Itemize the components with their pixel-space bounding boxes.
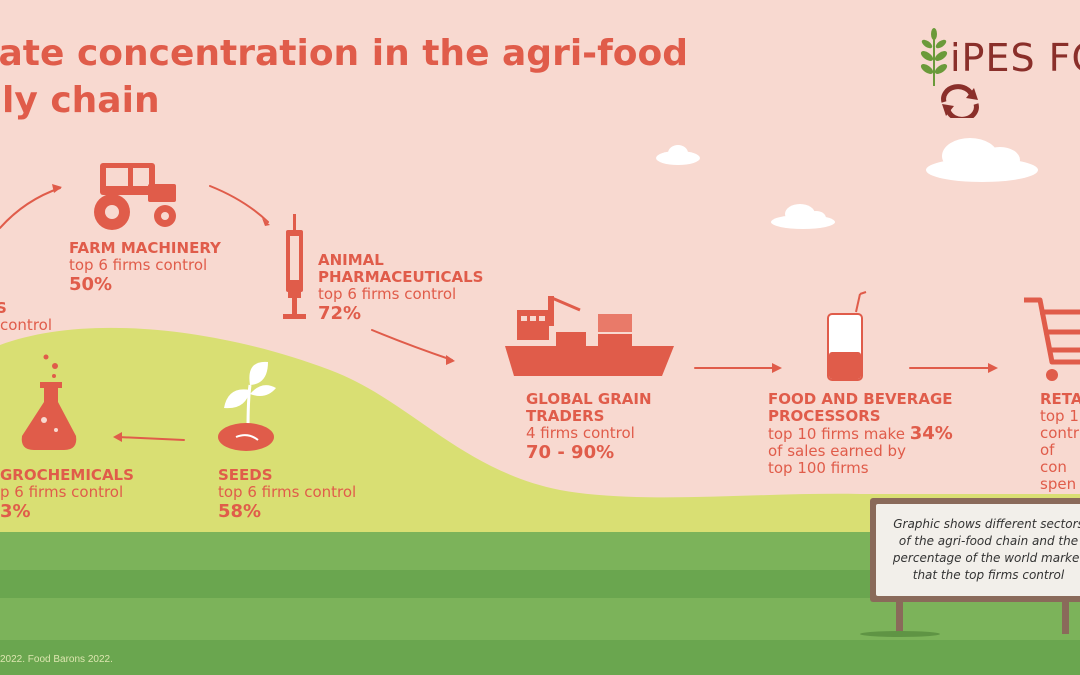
info-signboard: Graphic shows different sectors of the a…	[870, 498, 1080, 602]
sector-name: GROCHEMICALS	[0, 466, 134, 484]
syringe-icon	[283, 214, 306, 319]
sector-value: 58%	[218, 501, 262, 522]
arrow-to-farm-machinery	[0, 187, 61, 229]
source-footnote: 2022. Food Barons 2022.	[0, 654, 113, 665]
arrow-seeds-to-agrochem	[117, 436, 185, 441]
sector-name: SEEDS	[218, 466, 273, 484]
sector-detail-line-3: top 100 firms	[768, 459, 869, 477]
ipes-food-logo: iPES FO	[918, 28, 1080, 118]
sector-food-beverage-processors: FOOD AND BEVERAGE PROCESSORS top 10 firm…	[768, 391, 953, 477]
sign-line-2: of the agri-food chain and the	[898, 534, 1079, 548]
sector-name-line-2: PHARMACEUTICALS	[318, 268, 484, 286]
sector-detail: top 6 firms control	[218, 483, 357, 501]
shopping-cart-icon	[1024, 297, 1080, 365]
drink-can-icon	[827, 291, 867, 381]
cargo-ship-icon	[505, 296, 674, 376]
sector-detail-line-2: of sales earned by	[768, 442, 906, 460]
sector-global-grain-traders: GLOBAL GRAIN TRADERS 4 firms control 70 …	[526, 391, 652, 464]
sector-name-line-2: PROCESSORS	[768, 407, 881, 425]
sprout-icon	[218, 361, 276, 451]
sector-detail-line-1: top 10 firms make 34%	[768, 425, 953, 443]
title-line-1: orate concentration in the agri-food	[0, 33, 689, 74]
sector-name: FARM MACHINERY	[69, 239, 221, 257]
wheat-icon	[920, 28, 948, 86]
sector-detail: control	[0, 316, 52, 334]
arrow-to-grain-traders	[371, 329, 453, 361]
cloud-icon	[656, 145, 700, 165]
title-line-2: ly chain	[2, 80, 160, 121]
sector-value: 72%	[318, 303, 362, 324]
sector-detail-line-3: of con	[1040, 441, 1067, 476]
sector-detail: top 6 firms control	[318, 285, 457, 303]
sector-partial-left: S control	[0, 300, 52, 334]
page-title: orate concentration in the agri-food ly …	[0, 30, 688, 124]
sector-animal-pharmaceuticals: ANIMAL PHARMACEUTICALS top 6 firms contr…	[318, 252, 483, 325]
flask-icon	[21, 354, 77, 450]
sector-name-line-1: FOOD AND BEVERAGE	[768, 390, 953, 408]
cloud-icon	[771, 204, 835, 229]
logo-text: iPES FO	[950, 36, 1080, 80]
sign-line-3: percentage of the world market	[892, 551, 1080, 565]
sector-value: 3%	[0, 501, 31, 522]
sector-detail-text: top 10 firms make	[768, 425, 905, 443]
sign-posts	[860, 600, 1069, 637]
sector-value: 34%	[909, 423, 953, 444]
sector-detail: p 6 firms control	[0, 483, 124, 501]
sector-name: RETA	[1040, 390, 1080, 408]
sector-seeds: SEEDS top 6 firms control 58%	[218, 467, 356, 523]
signboard-text: Graphic shows different sectors of the a…	[886, 516, 1080, 584]
sector-farm-machinery: FARM MACHINERY top 6 firms control 50%	[69, 240, 221, 296]
sector-name: S	[0, 299, 7, 317]
arrow-to-animal-pharma	[209, 185, 269, 223]
sector-name-line-2: TRADERS	[526, 407, 605, 425]
sector-detail: 4 firms control	[526, 424, 635, 442]
sector-detail-line-1: top 1	[1040, 407, 1079, 425]
sector-name-line-1: GLOBAL GRAIN	[526, 390, 652, 408]
sign-line-1: Graphic shows different sectors	[893, 517, 1080, 531]
recycle-arrows-icon	[941, 84, 979, 118]
signboard-panel: Graphic shows different sectors of the a…	[876, 504, 1080, 596]
sector-detail: top 6 firms control	[69, 256, 208, 274]
sector-detail-line-4: spen	[1040, 475, 1077, 493]
sector-value: 50%	[69, 274, 113, 295]
sector-retail: RETA top 1 contr of con spen	[1040, 391, 1080, 493]
sign-line-4: that the top firms control	[912, 568, 1065, 582]
sector-agrochemicals: GROCHEMICALS p 6 firms control 3%	[0, 467, 134, 523]
sector-detail-line-2: contr	[1040, 424, 1079, 442]
cloud-icon	[926, 138, 1038, 182]
tractor-icon	[94, 163, 176, 230]
sector-value: 70 - 90%	[526, 442, 615, 463]
sector-name-line-1: ANIMAL	[318, 251, 384, 269]
